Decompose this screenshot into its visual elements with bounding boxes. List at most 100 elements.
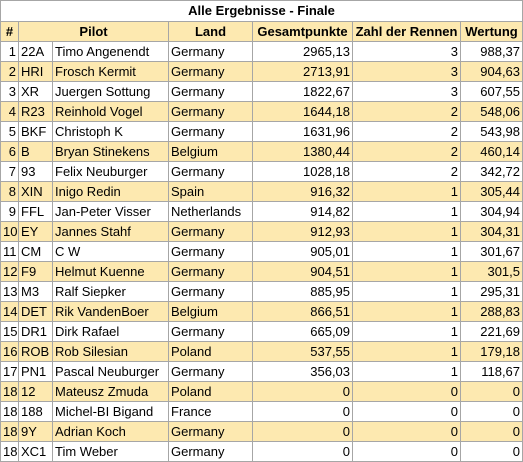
table-row: 14 DET Rik VandenBoer Belgium 866,51 1 288,83 xyxy=(0,301,523,322)
cell-land: Germany xyxy=(168,121,254,142)
table-row: 18 9Y Adrian Koch Germany 0 0 0 xyxy=(0,421,523,442)
cell-rank: 15 xyxy=(0,321,19,342)
cell-code: ROB xyxy=(18,341,53,362)
cell-land: Belgium xyxy=(168,141,254,162)
table-row: 8 XIN Inigo Redin Spain 916,32 1 305,44 xyxy=(0,181,523,202)
cell-rank: 2 xyxy=(0,61,19,82)
cell-races: 2 xyxy=(352,101,462,122)
cell-code: F9 xyxy=(18,261,53,282)
cell-races: 2 xyxy=(352,121,462,142)
cell-rank: 17 xyxy=(0,361,19,382)
cell-rank: 9 xyxy=(0,201,19,222)
cell-land: Germany xyxy=(168,421,254,442)
cell-pilot: Rik VandenBoer xyxy=(51,301,170,322)
cell-code: XC1 xyxy=(18,441,53,462)
cell-pilot: Bryan Stinekens xyxy=(51,141,170,162)
cell-races: 2 xyxy=(352,141,462,162)
cell-rank: 3 xyxy=(0,81,19,102)
cell-code: EY xyxy=(18,221,53,242)
cell-code: 12 xyxy=(18,381,53,402)
cell-races: 1 xyxy=(352,201,462,222)
cell-code: XR xyxy=(18,81,53,102)
table-row: 10 EY Jannes Stahf Germany 912,93 1 304,31 xyxy=(0,221,523,242)
cell-pilot: Inigo Redin xyxy=(51,181,170,202)
cell-rating: 288,83 xyxy=(460,301,523,322)
cell-points: 0 xyxy=(252,441,354,462)
cell-land: Germany xyxy=(168,361,254,382)
header-land: Land xyxy=(168,21,254,42)
cell-land: Germany xyxy=(168,161,254,182)
table-row: 5 BKF Christoph K Germany 1631,96 2 543,98 xyxy=(0,121,523,142)
table-row: 18 12 Mateusz Zmuda Poland 0 0 0 xyxy=(0,381,523,402)
cell-rank: 16 xyxy=(0,341,19,362)
cell-races: 3 xyxy=(352,81,462,102)
cell-rating: 543,98 xyxy=(460,121,523,142)
cell-pilot: Dirk Rafael xyxy=(51,321,170,342)
cell-points: 866,51 xyxy=(252,301,354,322)
table-title: Alle Ergebnisse - Finale xyxy=(0,0,523,21)
cell-pilot: Reinhold Vogel xyxy=(51,101,170,122)
cell-code: CM xyxy=(18,241,53,262)
cell-races: 1 xyxy=(352,181,462,202)
cell-rating: 301,67 xyxy=(460,241,523,262)
cell-rank: 5 xyxy=(0,121,19,142)
cell-rank: 7 xyxy=(0,161,19,182)
cell-points: 1822,67 xyxy=(252,81,354,102)
cell-code: HRI xyxy=(18,61,53,82)
cell-points: 2965,13 xyxy=(252,41,354,62)
cell-races: 1 xyxy=(352,361,462,382)
cell-land: Germany xyxy=(168,221,254,242)
cell-land: Netherlands xyxy=(168,201,254,222)
cell-rating: 295,31 xyxy=(460,281,523,302)
cell-points: 916,32 xyxy=(252,181,354,202)
cell-points: 905,01 xyxy=(252,241,354,262)
cell-rating: 0 xyxy=(460,381,523,402)
table-row: 4 R23 Reinhold Vogel Germany 1644,18 2 548,06 xyxy=(0,101,523,122)
cell-pilot: Christoph K xyxy=(51,121,170,142)
cell-points: 1380,44 xyxy=(252,141,354,162)
cell-points: 914,82 xyxy=(252,201,354,222)
cell-points: 356,03 xyxy=(252,361,354,382)
cell-rating: 304,31 xyxy=(460,221,523,242)
cell-rating: 0 xyxy=(460,401,523,422)
cell-pilot: Timo Angenendt xyxy=(51,41,170,62)
cell-points: 885,95 xyxy=(252,281,354,302)
header-pilot: Pilot xyxy=(17,21,170,42)
cell-code: DET xyxy=(18,301,53,322)
cell-rating: 118,67 xyxy=(460,361,523,382)
cell-land: Germany xyxy=(168,321,254,342)
cell-code: FFL xyxy=(18,201,53,222)
cell-points: 1028,18 xyxy=(252,161,354,182)
table-row: 3 XR Juergen Sottung Germany 1822,67 3 607,55 xyxy=(0,81,523,102)
table-row: 2 HRI Frosch Kermit Germany 2713,91 3 904,63 xyxy=(0,61,523,82)
cell-land: Germany xyxy=(168,441,254,462)
table-row: 13 M3 Ralf Siepker Germany 885,95 1 295,31 xyxy=(0,281,523,302)
cell-land: Germany xyxy=(168,241,254,262)
cell-rank: 18 xyxy=(0,381,19,402)
cell-pilot: Ralf Siepker xyxy=(51,281,170,302)
cell-code: XIN xyxy=(18,181,53,202)
cell-code: 93 xyxy=(18,161,53,182)
cell-pilot: Juergen Sottung xyxy=(51,81,170,102)
cell-races: 1 xyxy=(352,301,462,322)
cell-races: 0 xyxy=(352,401,462,422)
cell-points: 0 xyxy=(252,381,354,402)
header-rating: Wertung xyxy=(460,21,523,42)
cell-pilot: Felix Neuburger xyxy=(51,161,170,182)
cell-rating: 988,37 xyxy=(460,41,523,62)
cell-rank: 14 xyxy=(0,301,19,322)
cell-land: Poland xyxy=(168,341,254,362)
table-row: 18 188 Michel-BI Bigand France 0 0 0 xyxy=(0,401,523,422)
header-races: Zahl der Rennen xyxy=(352,21,462,42)
cell-rank: 10 xyxy=(0,221,19,242)
cell-pilot: Frosch Kermit xyxy=(51,61,170,82)
cell-races: 1 xyxy=(352,261,462,282)
table-row: 16 ROB Rob Silesian Poland 537,55 1 179,18 xyxy=(0,341,523,362)
cell-pilot: Tim Weber xyxy=(51,441,170,462)
cell-land: Poland xyxy=(168,381,254,402)
cell-rank: 12 xyxy=(0,261,19,282)
cell-rank: 6 xyxy=(0,141,19,162)
table-row: 9 FFL Jan-Peter Visser Netherlands 914,82 1 30… xyxy=(0,201,523,222)
cell-rating: 607,55 xyxy=(460,81,523,102)
